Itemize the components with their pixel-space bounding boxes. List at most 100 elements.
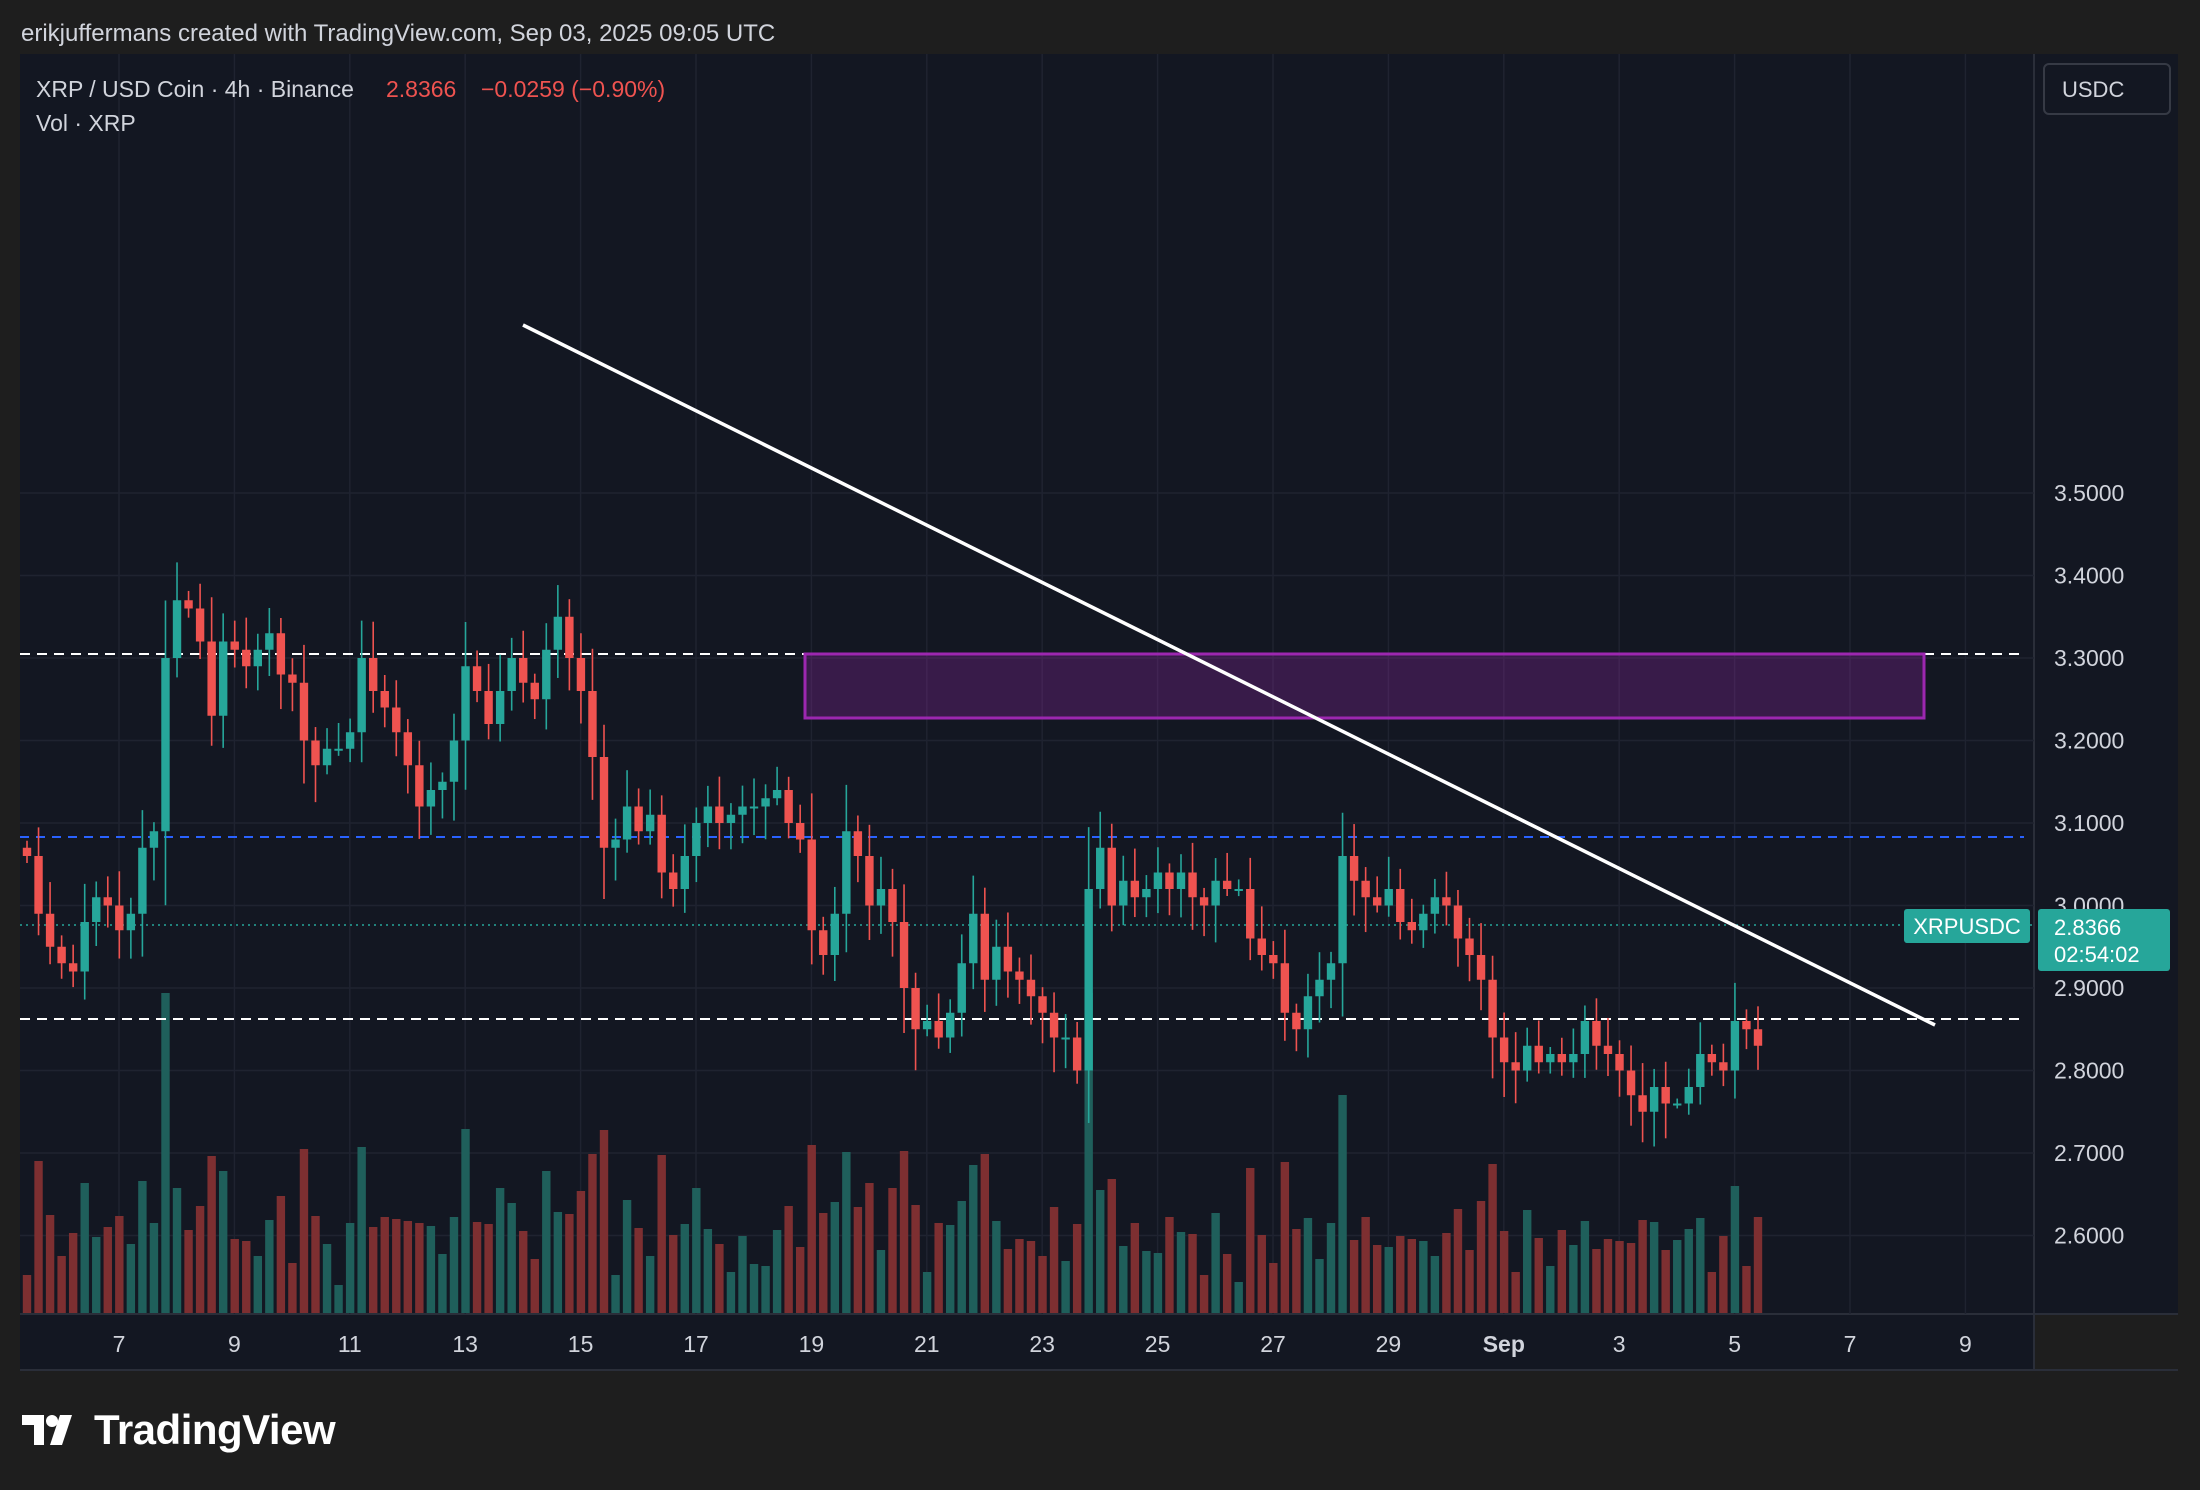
candle-body bbox=[1246, 889, 1255, 939]
candle-body bbox=[68, 963, 78, 972]
volume-bar bbox=[242, 1241, 251, 1313]
volume-bar bbox=[322, 1244, 332, 1313]
volume-bar bbox=[1269, 1263, 1278, 1313]
volume-bar bbox=[992, 1221, 1001, 1313]
candle-body bbox=[1084, 889, 1093, 1071]
volume-bar bbox=[888, 1188, 897, 1313]
volume-bar bbox=[1165, 1217, 1174, 1313]
candle-body bbox=[669, 872, 678, 889]
candle-body bbox=[530, 682, 539, 700]
candle-body bbox=[392, 707, 401, 733]
time-tick-label: 15 bbox=[568, 1331, 594, 1357]
candle-body bbox=[830, 913, 839, 955]
candle-body bbox=[1442, 897, 1451, 906]
price-tick-label: 3.1000 bbox=[2054, 810, 2124, 836]
tradingview-logo[interactable]: TradingView bbox=[22, 1406, 336, 1454]
volume-bar bbox=[1372, 1245, 1382, 1313]
currency-button-frame[interactable] bbox=[2043, 63, 2171, 115]
candle-body bbox=[1499, 1037, 1509, 1063]
volume-bar bbox=[369, 1227, 378, 1313]
volume-bar bbox=[311, 1216, 320, 1313]
price-axis[interactable] bbox=[2034, 54, 2178, 1314]
candle-body bbox=[876, 889, 886, 906]
volume-bar bbox=[588, 1154, 597, 1313]
last-price-tag bbox=[2038, 909, 2170, 971]
candle-body bbox=[426, 790, 436, 807]
candle-body bbox=[1015, 971, 1024, 980]
volume-bar bbox=[184, 1230, 193, 1313]
volume-bar bbox=[1557, 1230, 1567, 1313]
candle-body bbox=[172, 600, 182, 658]
volume-bar bbox=[830, 1202, 839, 1313]
candle-body bbox=[1753, 1029, 1763, 1046]
price-tag: XRPUSDC 2.8366 02:54:02 bbox=[1904, 909, 2170, 971]
candle-body bbox=[1592, 1021, 1601, 1046]
volume-bar bbox=[126, 1244, 136, 1313]
tradingview-logo-text: TradingView bbox=[94, 1406, 336, 1453]
candle-body bbox=[703, 806, 713, 823]
legend-symbol[interactable]: XRP / USD Coin · 4h · Binance bbox=[36, 76, 354, 102]
volume-bar bbox=[1511, 1272, 1520, 1313]
volume-bar bbox=[530, 1259, 539, 1313]
candle-body bbox=[692, 823, 701, 856]
volume-bar bbox=[161, 993, 170, 1313]
volume-bar bbox=[1476, 1201, 1486, 1313]
candle-body bbox=[1234, 889, 1243, 891]
candle-body bbox=[946, 1012, 955, 1038]
volume-bar bbox=[1419, 1241, 1428, 1313]
volume-bar bbox=[1730, 1186, 1740, 1313]
volume-bar bbox=[807, 1145, 816, 1313]
volume-bar bbox=[1176, 1232, 1186, 1313]
currency-button-label[interactable]: USDC bbox=[2062, 77, 2124, 102]
candle-body bbox=[299, 682, 309, 741]
volume-bar bbox=[68, 1233, 78, 1313]
time-tick-label: 3 bbox=[1613, 1331, 1626, 1357]
volume-bar bbox=[784, 1206, 793, 1313]
candle-body bbox=[553, 616, 563, 650]
time-axis[interactable] bbox=[20, 1314, 2034, 1370]
volume-bar bbox=[1696, 1218, 1705, 1313]
candle-body bbox=[115, 905, 124, 931]
candle-body bbox=[957, 963, 966, 1013]
candle-body bbox=[34, 856, 43, 914]
volume-bar bbox=[1199, 1275, 1209, 1313]
time-tick-label: 29 bbox=[1376, 1331, 1402, 1357]
volume-bar bbox=[1523, 1210, 1532, 1313]
candle-body bbox=[184, 600, 193, 609]
volume-bars bbox=[22, 993, 1763, 1313]
candle-body bbox=[1153, 872, 1163, 889]
candle-body bbox=[1626, 1070, 1636, 1096]
currency-button[interactable]: USDC bbox=[2043, 63, 2171, 115]
candle-body bbox=[1557, 1054, 1567, 1063]
volume-bar bbox=[1338, 1095, 1347, 1313]
volume-bar bbox=[1684, 1229, 1693, 1313]
candle-body bbox=[657, 814, 666, 873]
candle-body bbox=[449, 740, 459, 782]
legend-volume[interactable]: Vol · XRP bbox=[36, 110, 136, 136]
candle-body bbox=[288, 674, 297, 683]
price-tick-label: 3.2000 bbox=[2054, 728, 2124, 754]
candle-body bbox=[611, 839, 620, 848]
candle-body bbox=[1430, 897, 1440, 914]
volume-bar bbox=[1246, 1168, 1255, 1313]
candle-body bbox=[1222, 880, 1232, 889]
volume-bar bbox=[276, 1196, 286, 1313]
candle-body bbox=[1211, 880, 1220, 906]
volume-bar bbox=[195, 1206, 205, 1313]
volume-bar bbox=[1753, 1217, 1763, 1313]
candle-body bbox=[1730, 1021, 1740, 1071]
legend-price: 2.8366 bbox=[386, 76, 456, 102]
volume-bar bbox=[207, 1156, 216, 1313]
volume-bar bbox=[103, 1227, 112, 1313]
supply-zone-rectangle[interactable] bbox=[803, 652, 1926, 720]
candle-body bbox=[322, 748, 332, 766]
candle-body bbox=[161, 658, 170, 832]
descending-trendline[interactable] bbox=[522, 323, 1936, 1027]
last-price-value: 2.8366 bbox=[2054, 915, 2121, 940]
candle-body bbox=[1199, 897, 1209, 906]
candle-body bbox=[819, 930, 828, 955]
candle-body bbox=[680, 856, 689, 889]
candle-body bbox=[461, 666, 470, 741]
volume-bar bbox=[172, 1188, 182, 1313]
